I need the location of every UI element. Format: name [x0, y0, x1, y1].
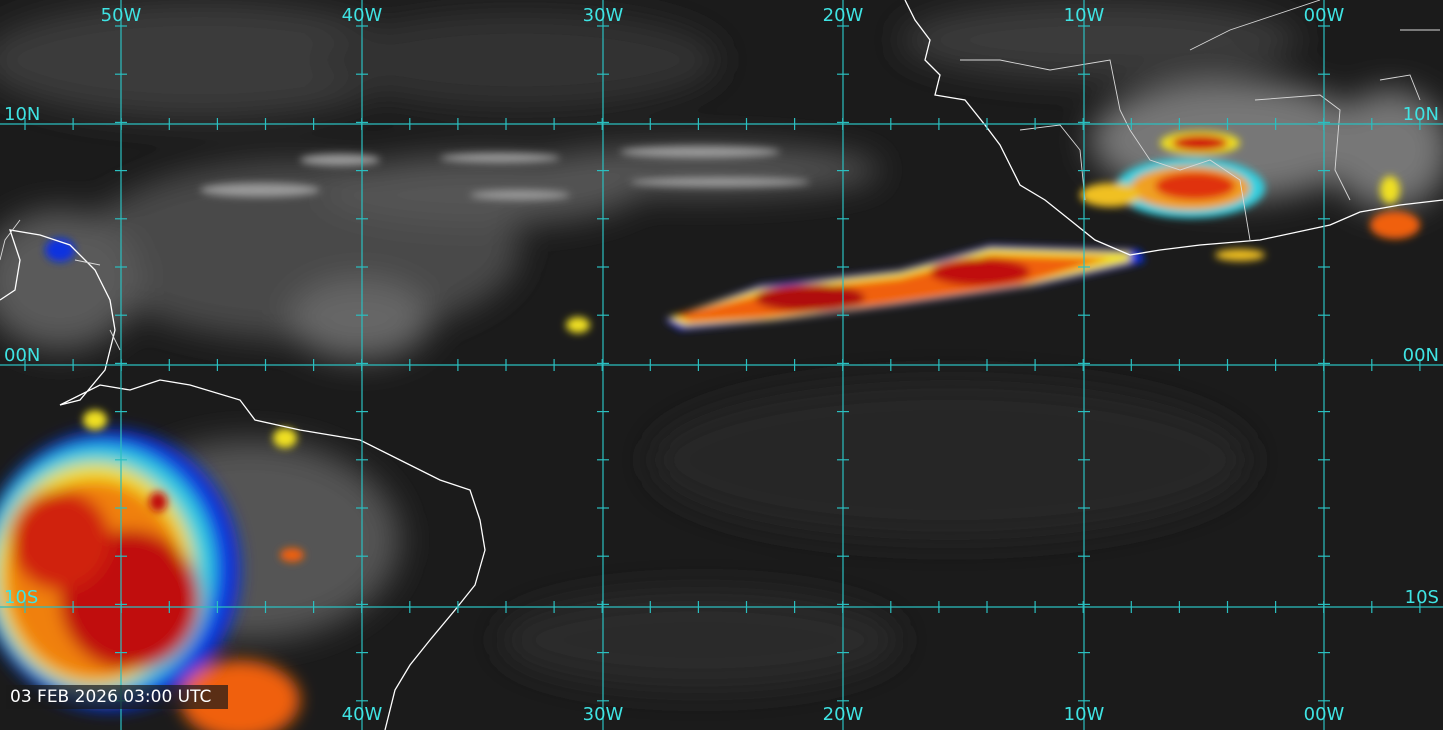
lon-label: 10W	[1064, 704, 1105, 725]
gray-clouds-part	[0, 210, 140, 350]
bright-cloud-streaks-part	[470, 190, 570, 200]
lon-label: 30W	[583, 5, 624, 26]
convection-part-part	[273, 428, 297, 448]
bright-cloud-streaks-part	[630, 177, 810, 187]
convection-part-part	[10, 490, 110, 590]
convection-part-part	[1215, 249, 1265, 261]
bright-cloud-streaks-part	[440, 153, 560, 163]
coastlines-part	[0, 219, 121, 351]
convection-part-part	[930, 258, 1030, 286]
lon-label: 00W	[1304, 5, 1345, 26]
convection-part-part	[1172, 135, 1228, 151]
convection	[0, 131, 1420, 730]
convection-part-part	[280, 548, 304, 562]
lon-label: 10W	[1064, 5, 1105, 26]
timestamp: 03 FEB 2026 03:00 UTC	[10, 687, 211, 707]
convection-part-part	[1370, 211, 1420, 239]
lat-label: 10S	[1405, 587, 1439, 608]
lon-label: 20W	[823, 5, 864, 26]
lon-label: 00W	[1304, 704, 1345, 725]
gray-clouds-part	[320, 10, 720, 110]
gray-clouds-part	[1330, 90, 1443, 210]
convection-part-part	[1155, 172, 1235, 200]
lon-label: 50W	[101, 5, 142, 26]
convection-part-part	[1080, 183, 1140, 207]
convection-part-part	[149, 492, 167, 512]
coastlines-part	[960, 0, 1440, 241]
bright-cloud-streaks-part	[620, 146, 780, 158]
lon-label: 20W	[823, 704, 864, 725]
convection-part-part	[83, 410, 107, 430]
coastlines-part	[0, 229, 486, 730]
lon-label: 30W	[583, 704, 624, 725]
gray-clouds-part	[650, 380, 1250, 540]
lat-label: 00N	[4, 345, 40, 366]
lon-label: 40W	[342, 5, 383, 26]
lat-label: 00N	[1403, 345, 1439, 366]
convection-part-part	[566, 317, 590, 333]
lat-label: 10S	[4, 587, 38, 608]
gray-clouds-part	[500, 590, 900, 690]
bright-cloud-streaks-part	[200, 183, 320, 197]
gray-clouds-part	[0, 0, 420, 120]
convection-part-part	[180, 660, 300, 730]
coastlines-part	[904, 0, 1443, 256]
bright-cloud-streaks	[200, 146, 810, 200]
convection-part	[45, 131, 1420, 562]
convection-part-part	[755, 284, 865, 312]
gray-clouds-part	[290, 280, 430, 360]
lon-label: 40W	[342, 704, 383, 725]
graticule-labels: 50W 40W 30W 20W 10W 00W 40W 30W 20W 10W 00W 10N 00N 1…	[4, 5, 1439, 725]
convection-part-part	[1380, 176, 1400, 204]
lat-label: 10N	[4, 104, 40, 125]
lat-label: 10N	[1403, 104, 1439, 125]
timestamp-box	[6, 685, 228, 709]
bright-cloud-streaks-part	[300, 154, 380, 166]
